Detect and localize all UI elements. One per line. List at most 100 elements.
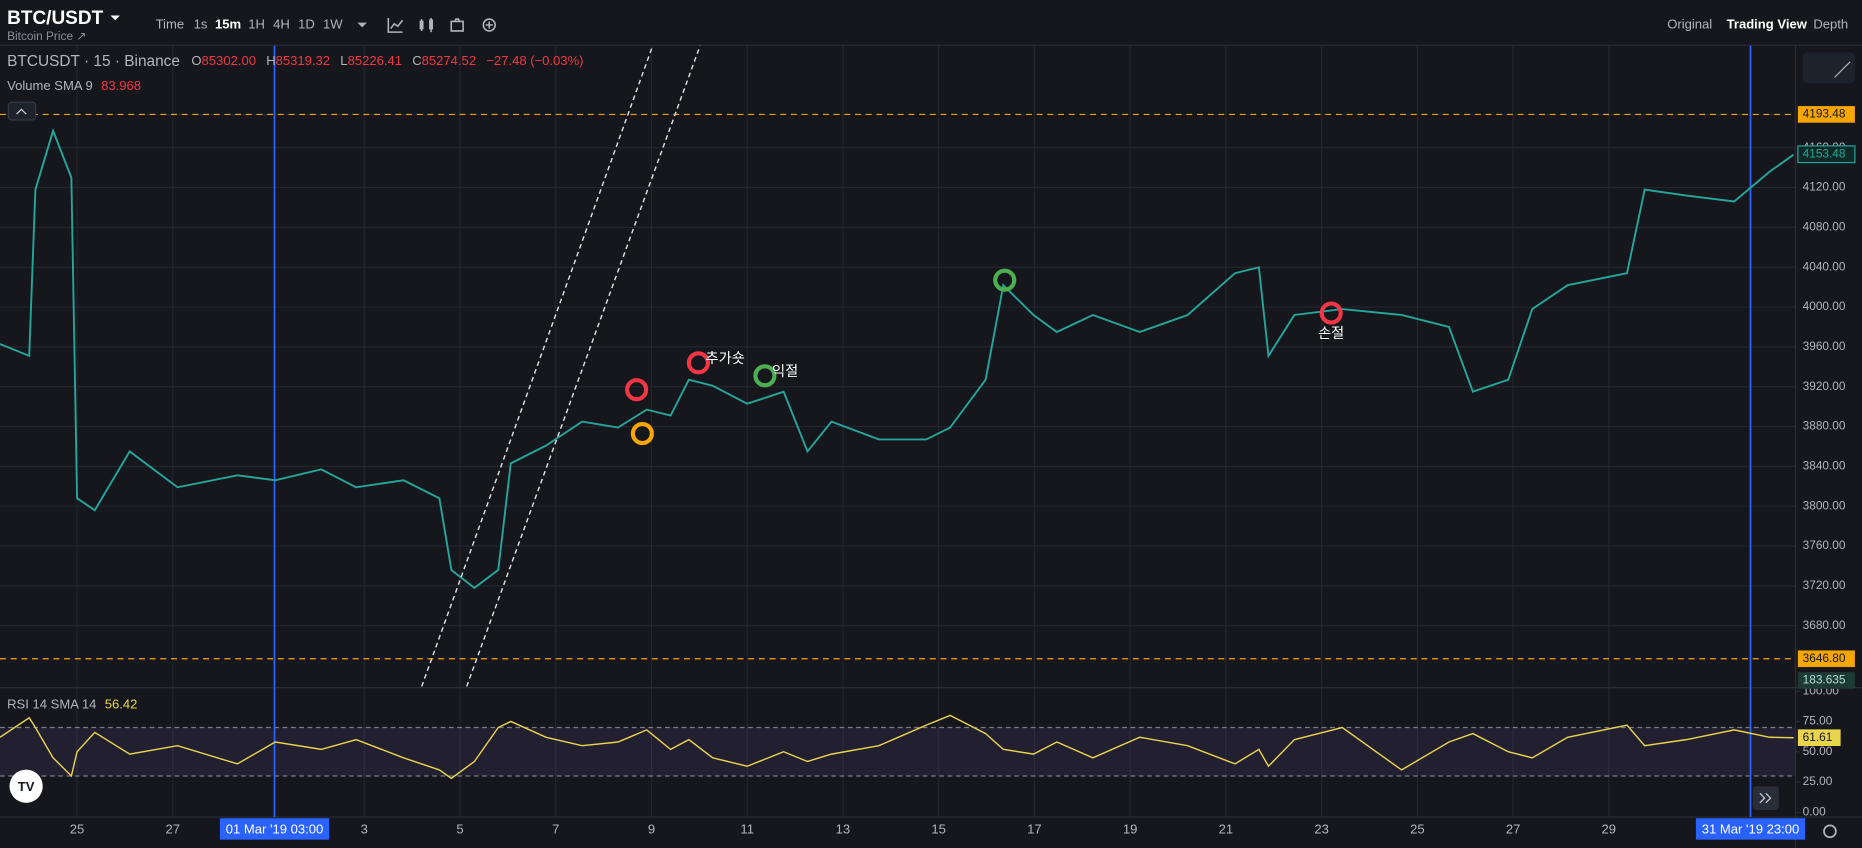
rsi-tick-label: 50.00 xyxy=(1803,744,1833,758)
trade-marker[interactable] xyxy=(993,268,1017,292)
interval-button[interactable]: 1D xyxy=(298,16,315,31)
y-tick-label: 4080.00 xyxy=(1803,220,1846,234)
trade-marker[interactable] xyxy=(625,378,649,402)
x-tick-label: 25 xyxy=(70,822,85,837)
rsi-tick-label: 75.00 xyxy=(1803,714,1833,728)
y-tick-label: 3960.00 xyxy=(1803,339,1846,353)
interval-button[interactable]: 1s xyxy=(194,16,208,31)
x-tick-label: 3 xyxy=(361,822,368,837)
rsi-tick-label: 25.00 xyxy=(1803,774,1833,788)
y-tick-label: 3840.00 xyxy=(1803,459,1846,473)
y-tick-label: 3880.00 xyxy=(1803,419,1846,433)
x-tick-label: 9 xyxy=(648,822,655,837)
last-price-box xyxy=(1797,145,1856,164)
volume-value: 83.968 xyxy=(101,78,141,93)
rsi-name: RSI 14 SMA 14 xyxy=(7,697,96,712)
scroll-right-button[interactable] xyxy=(1752,786,1779,810)
x-tick-label: 17 xyxy=(1027,822,1042,837)
volume-last-box xyxy=(1797,672,1855,689)
x-tick-label: 27 xyxy=(166,822,181,837)
interval-bar: Time 1s 15m 1H 4H 1D 1W xyxy=(156,16,344,31)
scroll-right-icon[interactable] xyxy=(1759,792,1772,804)
rsi-last-box xyxy=(1797,729,1841,746)
rsi-tick-label: 0.00 xyxy=(1803,804,1826,818)
collapse-button[interactable] xyxy=(7,101,37,121)
series-line xyxy=(0,127,1795,590)
range-marker-box xyxy=(219,818,330,840)
view-tabs: Original Trading View Depth xyxy=(1667,16,1848,31)
more-intervals[interactable] xyxy=(357,22,367,28)
grid-layer: 3680.00 3720.00 3760.00 3800.00 3840.00 3880.… xyxy=(0,45,1846,837)
trade-marker[interactable] xyxy=(1319,301,1343,325)
trend-line[interactable] xyxy=(421,44,654,687)
view-tab[interactable]: Trading View xyxy=(1727,16,1808,31)
rsi-band xyxy=(0,727,1796,776)
trade-marker[interactable] xyxy=(630,421,654,446)
interval-button[interactable]: 15m xyxy=(215,16,241,31)
tv-logo-mark[interactable]: TV xyxy=(18,779,35,794)
x-tick-label: 27 xyxy=(1506,822,1521,837)
add-icon[interactable] xyxy=(482,18,496,32)
view-tab[interactable]: Original xyxy=(1667,16,1712,31)
indicator-icon[interactable] xyxy=(387,17,404,33)
legend-symbol: BTCUSDT · 15 · Binance xyxy=(7,53,180,70)
chart-type-icon[interactable] xyxy=(419,17,434,33)
settings-button[interactable] xyxy=(1823,824,1837,839)
symbol[interactable]: BTC/USDT xyxy=(7,8,103,29)
x-tick-label: 21 xyxy=(1219,822,1234,837)
price-line-label: 3646.80 xyxy=(1803,651,1846,665)
rsi-last-label: 61.61 xyxy=(1803,730,1833,744)
symbol-dropdown[interactable] xyxy=(110,15,120,21)
x-tick-label: 23 xyxy=(1314,822,1329,837)
rsi-value: 56.42 xyxy=(105,697,138,712)
last-price-label: 4153.48 xyxy=(1803,146,1846,160)
range-marker-label: 01 Mar '19 03:00 xyxy=(226,822,324,837)
trade-marker[interactable] xyxy=(686,351,710,375)
volume-last-label: 183.635 xyxy=(1803,673,1846,687)
view-tab[interactable]: Depth xyxy=(1813,16,1848,31)
y-tick-label: 3680.00 xyxy=(1803,618,1846,632)
ohlc-legend: BTCUSDT · 15 · Binance O85302.00 H85319.… xyxy=(7,53,583,70)
price-line-box xyxy=(1797,650,1855,668)
rsi-legend: RSI 14 SMA 14 56.42 xyxy=(7,697,137,712)
trend-line[interactable] xyxy=(466,44,701,687)
subtitle[interactable]: Bitcoin Price ↗ xyxy=(7,29,86,43)
y-tick-label: 3800.00 xyxy=(1803,498,1846,512)
legend-value: 85226.41 xyxy=(348,53,402,68)
tv-logo[interactable] xyxy=(9,769,43,803)
x-tick-label: 13 xyxy=(836,822,851,837)
plot-layer: 01 Mar '19 03:00 31 Mar '19 23:00 4193.48 3… xyxy=(0,44,1856,840)
x-tick-label: 19 xyxy=(1123,822,1138,837)
legend-change: −27.48 (−0.03%) xyxy=(486,53,583,68)
legend-value: 85302.00 xyxy=(202,53,256,68)
collapse-icon[interactable] xyxy=(16,108,27,115)
y-tick-label: 3920.00 xyxy=(1803,379,1846,393)
legend-value: 85319.32 xyxy=(276,53,330,68)
price-line-label: 4193.48 xyxy=(1803,107,1846,121)
range-marker-box xyxy=(1695,818,1806,840)
legend-key: L xyxy=(340,53,347,68)
legend-key: H xyxy=(266,53,275,68)
trade-marker[interactable] xyxy=(753,364,777,388)
drawing-toggle[interactable] xyxy=(1802,52,1855,84)
series-line xyxy=(0,714,1794,780)
x-tick-label: 25 xyxy=(1410,822,1425,837)
interval-button[interactable]: Time xyxy=(156,16,185,31)
drawing-toggle-icon[interactable] xyxy=(1834,61,1851,78)
price-line-box xyxy=(1797,106,1855,123)
trade-marker-label: 추가숏 xyxy=(706,350,745,367)
volume-name: Volume SMA 9 xyxy=(7,78,93,93)
add-icon-plus[interactable] xyxy=(485,21,493,29)
trade-marker-label: 익절 xyxy=(772,363,798,380)
interval-button[interactable]: 4H xyxy=(273,16,290,31)
interval-button[interactable]: 1H xyxy=(248,16,265,31)
interval-button[interactable]: 1W xyxy=(323,16,343,31)
y-tick-label: 4000.00 xyxy=(1803,299,1846,313)
x-tick-label: 29 xyxy=(1602,822,1617,837)
legend-value: 85274.52 xyxy=(422,53,476,68)
screenshot-icon[interactable] xyxy=(450,18,464,32)
range-marker-label: 31 Mar '19 23:00 xyxy=(1702,822,1800,837)
legend-key: C xyxy=(412,53,421,68)
